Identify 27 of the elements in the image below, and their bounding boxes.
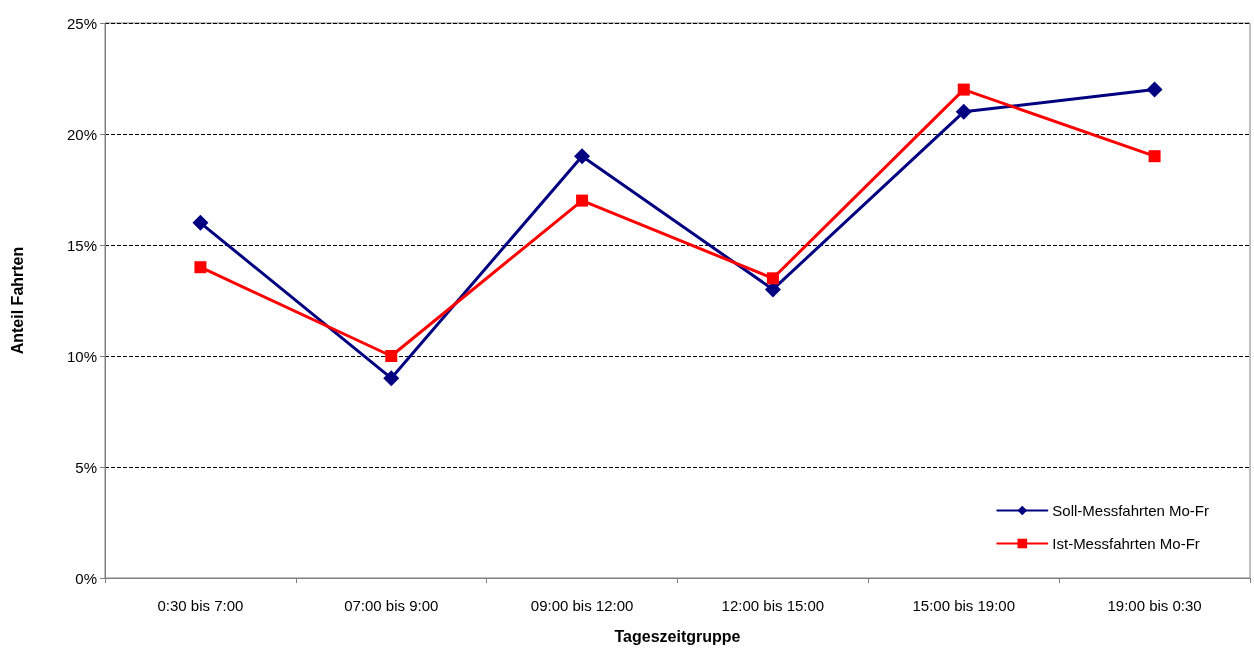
x-axis-title: Tageszeitgruppe: [614, 627, 741, 645]
point: [192, 214, 209, 231]
y-tick-label: 5%: [75, 458, 97, 476]
point: [383, 370, 400, 387]
x-tick-label: 12:00 bis 15:00: [721, 597, 825, 614]
point: [1146, 81, 1163, 98]
legend-label: Soll-Messfahrten Mo-Fr: [1052, 502, 1209, 519]
point: [955, 103, 972, 120]
point: [576, 194, 589, 207]
point: [194, 261, 207, 274]
point: [385, 350, 398, 362]
point: [574, 148, 591, 165]
x-tick-label: 15:00 bis 19:00: [912, 597, 1016, 614]
y-tick-label: 0%: [75, 569, 97, 587]
x-tick-label: 19:00 bis 0:30: [1107, 597, 1202, 614]
y-axis-title: Anteil Fahrten: [8, 246, 26, 355]
point: [1148, 150, 1161, 163]
x-tick-label: 07:00 bis 9:00: [344, 597, 439, 614]
point: [766, 272, 779, 285]
legend-label: Ist-Messfahrten Mo-Fr: [1052, 535, 1200, 552]
x-tick-label: 0:30 bis 7:00: [157, 597, 244, 614]
y-tick-label: 25%: [66, 14, 97, 32]
y-tick-label: 10%: [66, 347, 97, 365]
point: [957, 83, 970, 96]
x-tick-label: 09:00 bis 12:00: [530, 597, 634, 614]
y-tick-label: 15%: [66, 236, 97, 254]
y-tick-label: 20%: [66, 125, 97, 143]
